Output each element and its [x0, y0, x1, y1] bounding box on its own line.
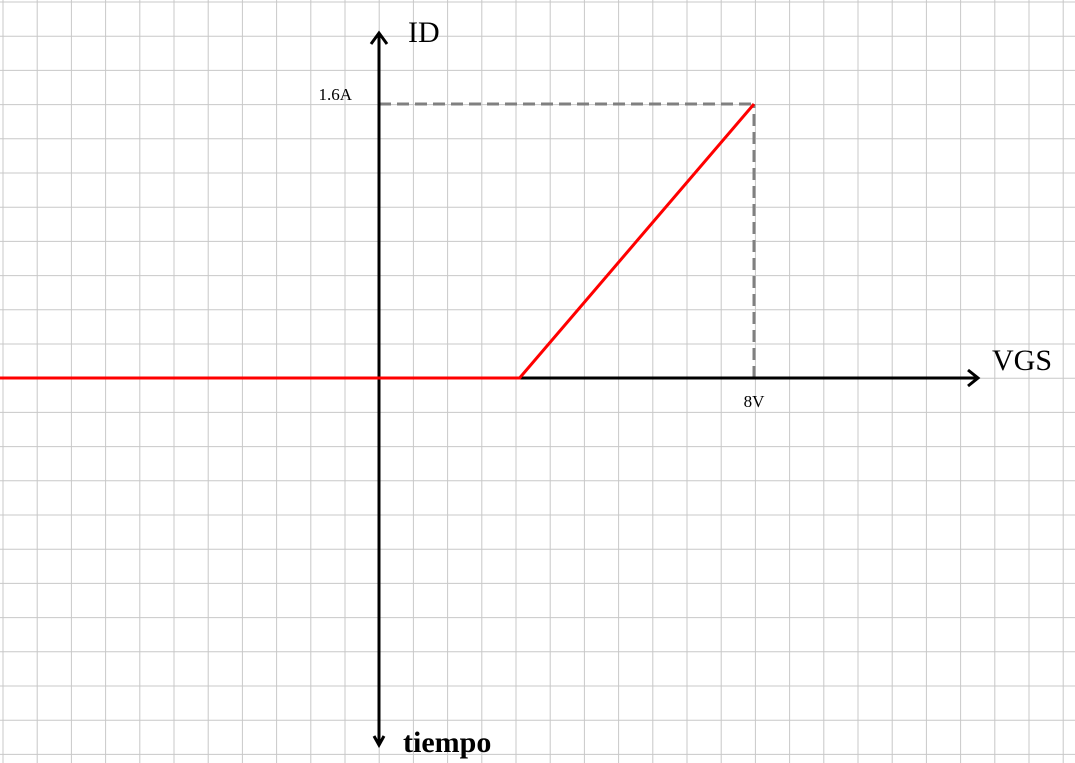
- y-axis-arrowhead-down: [372, 735, 386, 749]
- labels: ID VGS tiempo 1.6A 8V: [318, 16, 1052, 759]
- series-layer: [0, 103, 756, 380]
- guide-lines: [379, 102, 756, 378]
- x-tick-label: 8V: [744, 392, 766, 411]
- y-axis-arrowhead-up: [369, 30, 389, 45]
- y-negative-axis-title: tiempo: [403, 726, 491, 759]
- y-axis-title: ID: [408, 16, 440, 49]
- axes: [36, 30, 981, 749]
- x-axis-arrowhead: [967, 368, 981, 388]
- y-tick-label: 1.6A: [318, 85, 352, 104]
- x-axis-title: VGS: [992, 344, 1052, 377]
